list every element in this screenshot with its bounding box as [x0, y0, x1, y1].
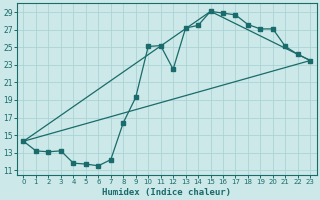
X-axis label: Humidex (Indice chaleur): Humidex (Indice chaleur): [102, 188, 231, 197]
